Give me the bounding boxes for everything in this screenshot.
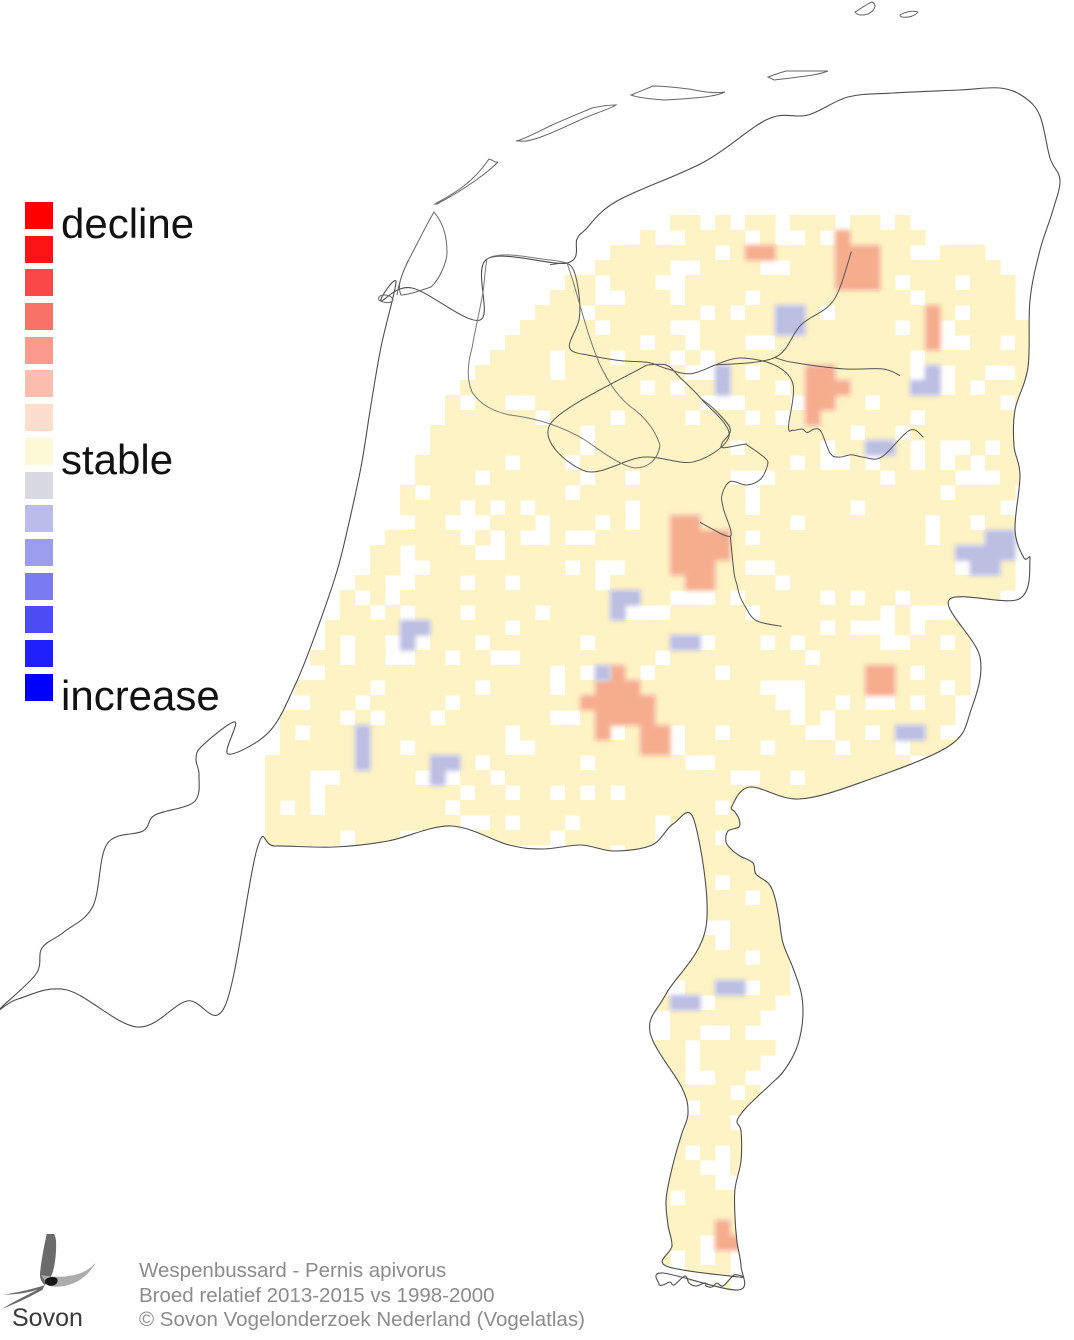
- svg-text:Sovon: Sovon: [12, 1304, 83, 1332]
